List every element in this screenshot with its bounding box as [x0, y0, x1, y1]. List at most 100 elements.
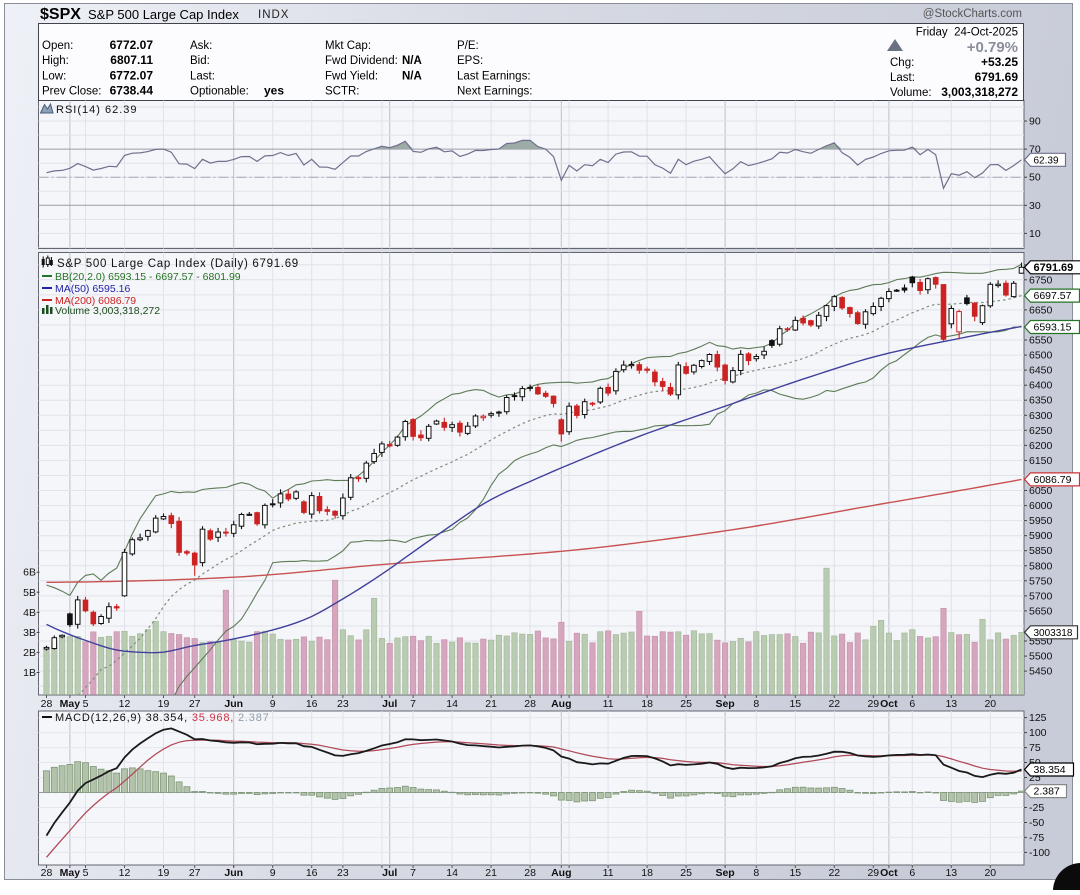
svg-text:May: May [60, 867, 81, 879]
svg-text:N/A: N/A [402, 55, 422, 67]
svg-text:8: 8 [753, 867, 759, 879]
svg-text:6050: 6050 [1029, 485, 1053, 497]
svg-text:6772.07: 6772.07 [110, 38, 154, 52]
svg-text:Last:: Last: [190, 70, 215, 82]
svg-text:90: 90 [1029, 116, 1041, 128]
svg-text:Oct: Oct [880, 698, 898, 710]
svg-text:RSI(14) 62.39: RSI(14) 62.39 [56, 104, 137, 116]
svg-text:Next Earnings:: Next Earnings: [457, 86, 532, 98]
svg-text:21: 21 [485, 698, 497, 710]
svg-text:May: May [60, 698, 81, 710]
svg-text:Friday 24-Oct-2025: Friday 24-Oct-2025 [916, 27, 1018, 39]
svg-text:Jun: Jun [224, 867, 243, 879]
svg-text:9: 9 [270, 698, 276, 710]
svg-text:6791.69: 6791.69 [975, 70, 1019, 84]
svg-text:Volume 3,003,318,272: Volume 3,003,318,272 [55, 305, 160, 317]
svg-text:23: 23 [337, 698, 349, 710]
svg-text:4B: 4B [23, 607, 36, 619]
svg-text:Volume:: Volume: [890, 87, 932, 99]
svg-text:18: 18 [641, 698, 653, 710]
svg-text:5700: 5700 [1029, 590, 1053, 602]
svg-text:Bid:: Bid: [190, 55, 210, 67]
svg-text:62.39: 62.39 [1034, 155, 1059, 166]
svg-text:6000: 6000 [1029, 500, 1053, 512]
svg-text:19: 19 [158, 867, 170, 879]
svg-text:29: 29 [867, 698, 879, 710]
svg-text:16: 16 [306, 698, 318, 710]
svg-text:13: 13 [945, 698, 957, 710]
svg-text:5: 5 [83, 698, 89, 710]
svg-text:Jun: Jun [224, 698, 243, 710]
svg-text:Jul: Jul [382, 867, 397, 879]
svg-text:15: 15 [789, 698, 801, 710]
svg-text:MACD(12,26,9) 38.354, 35.968,: MACD(12,26,9) 38.354, 35.968, 2.387 [55, 712, 270, 724]
svg-text:P/E:: P/E: [457, 40, 479, 52]
svg-text:SCTR:: SCTR: [325, 86, 360, 98]
svg-text:16: 16 [306, 867, 318, 879]
svg-text:29: 29 [867, 867, 879, 879]
svg-text:75: 75 [1029, 742, 1041, 754]
svg-text:6500: 6500 [1029, 350, 1053, 362]
svg-text:70: 70 [1029, 144, 1041, 156]
svg-text:30: 30 [1029, 200, 1041, 212]
svg-text:6: 6 [909, 698, 915, 710]
svg-text:5750: 5750 [1029, 575, 1053, 587]
svg-text:6B: 6B [23, 567, 36, 579]
svg-text:28: 28 [524, 698, 536, 710]
svg-text:25: 25 [680, 698, 692, 710]
svg-text:7: 7 [410, 867, 416, 879]
svg-text:100: 100 [1029, 727, 1047, 739]
svg-text:Oct: Oct [880, 867, 898, 879]
svg-text:9: 9 [270, 867, 276, 879]
svg-text:6550: 6550 [1029, 335, 1053, 347]
svg-text:BB(20,2.0) 6593.15 - 6697.57 -: BB(20,2.0) 6593.15 - 6697.57 - 6801.99 [55, 271, 241, 283]
svg-text:5450: 5450 [1029, 666, 1053, 678]
svg-text:10: 10 [1029, 228, 1041, 240]
svg-text:6807.11: 6807.11 [110, 53, 153, 67]
svg-text:5: 5 [83, 867, 89, 879]
svg-text:Optionable:: Optionable: [190, 86, 249, 98]
svg-text:3B: 3B [23, 627, 36, 639]
svg-text:Sep: Sep [715, 867, 734, 879]
svg-text:25: 25 [680, 867, 692, 879]
svg-text:yes: yes [264, 84, 284, 98]
svg-text:Fwd Yield:: Fwd Yield: [325, 70, 378, 82]
svg-text:14: 14 [446, 698, 458, 710]
svg-text:6772.07: 6772.07 [110, 68, 154, 82]
svg-text:28: 28 [41, 867, 53, 879]
svg-text:125: 125 [1029, 712, 1047, 724]
svg-text:6650: 6650 [1029, 304, 1053, 316]
svg-text:28: 28 [524, 867, 536, 879]
svg-text:Chg:: Chg: [890, 57, 914, 69]
svg-text:$SPX: $SPX [40, 6, 81, 23]
svg-text:Low:: Low: [42, 70, 66, 82]
svg-text:6738.44: 6738.44 [110, 84, 154, 98]
svg-text:11: 11 [603, 698, 614, 710]
svg-text:14: 14 [446, 867, 458, 879]
svg-text:6250: 6250 [1029, 425, 1053, 437]
svg-text:20: 20 [984, 698, 996, 710]
svg-text:-25: -25 [1029, 802, 1044, 814]
svg-text:+0.79%: +0.79% [967, 39, 1018, 56]
svg-text:6750: 6750 [1029, 274, 1053, 286]
svg-text:22: 22 [828, 698, 840, 710]
svg-text:12: 12 [119, 698, 131, 710]
svg-text:13: 13 [945, 867, 957, 879]
svg-text:19: 19 [158, 698, 170, 710]
svg-text:Fwd Dividend:: Fwd Dividend: [325, 55, 398, 67]
svg-text:50: 50 [1029, 172, 1041, 184]
svg-text:6200: 6200 [1029, 440, 1053, 452]
svg-text:27: 27 [189, 698, 201, 710]
svg-text:Jul: Jul [382, 698, 397, 710]
svg-text:Ask:: Ask: [190, 40, 212, 52]
svg-text:+53.25: +53.25 [981, 55, 1018, 69]
svg-text:15: 15 [789, 867, 801, 879]
svg-text:38.354: 38.354 [1034, 764, 1066, 776]
svg-text:7: 7 [410, 698, 416, 710]
svg-text:5500: 5500 [1029, 651, 1053, 663]
svg-text:5850: 5850 [1029, 545, 1053, 557]
svg-text:EPS:: EPS: [457, 55, 483, 67]
svg-text:5800: 5800 [1029, 560, 1053, 572]
svg-text:5650: 5650 [1029, 605, 1053, 617]
svg-text:6697.57: 6697.57 [1034, 290, 1072, 302]
